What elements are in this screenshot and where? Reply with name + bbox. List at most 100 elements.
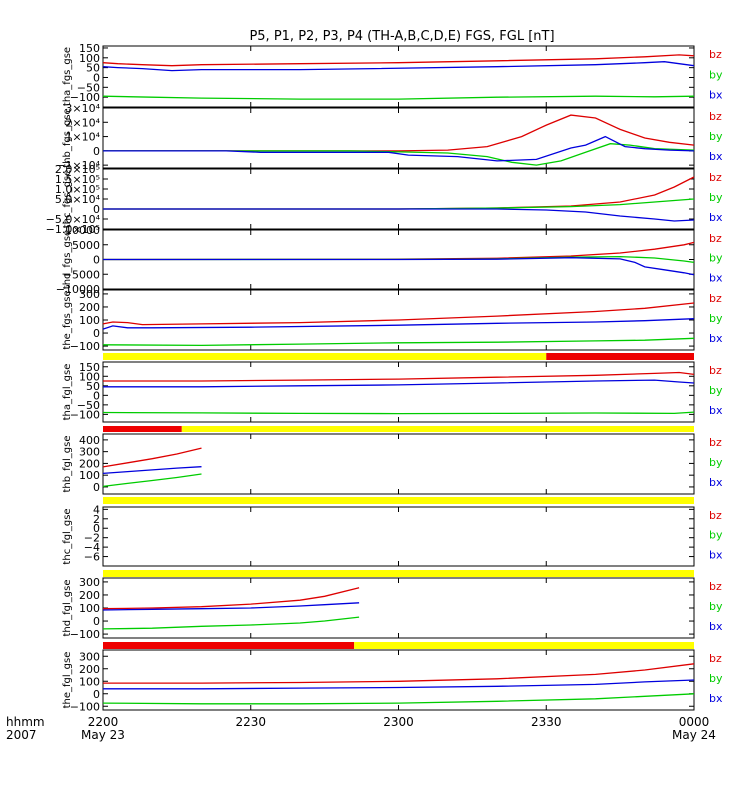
legend-by: by xyxy=(709,456,723,469)
legend-by: by xyxy=(709,384,723,397)
status-bar-bad xyxy=(103,426,182,432)
y-tick-label: 1.5×10⁵ xyxy=(55,173,100,186)
series-bx xyxy=(103,679,695,690)
status-bar-ok xyxy=(181,426,695,432)
y-tick-label: 200 xyxy=(79,663,100,676)
panel-thc_fgl_gse: 420−2−4−6 thc_fgl_gse bz by bx xyxy=(62,503,723,577)
legend-bz: bz xyxy=(709,110,722,123)
series-by xyxy=(103,198,695,210)
series-by xyxy=(102,693,695,705)
legend-bz: bz xyxy=(709,232,722,245)
series-bz xyxy=(103,371,695,382)
y-tick-label: 100 xyxy=(79,469,100,482)
y-tick-label: 5.0×10⁴ xyxy=(55,193,101,206)
status-bar-ok xyxy=(103,497,694,504)
series-by xyxy=(102,473,202,488)
y-tick-label: −100 xyxy=(70,628,100,641)
y-axis-label: thd_fgl_gse xyxy=(62,580,73,637)
series-bz xyxy=(103,176,695,210)
legend-bx: bx xyxy=(709,332,723,345)
x-tick-date: May 24 xyxy=(672,728,716,742)
legend-by: by xyxy=(709,529,723,542)
y-tick-label: 200 xyxy=(79,301,100,314)
y-axis-label: thd_fgs_gse xyxy=(62,230,73,289)
y-tick-label: −5.0×10⁴ xyxy=(46,213,101,226)
legend-bx: bx xyxy=(709,211,723,224)
y-tick-label: 0 xyxy=(93,389,100,402)
series-bx xyxy=(103,135,695,162)
x-tick-label: 2230 xyxy=(235,715,266,729)
status-bar-bad xyxy=(546,353,694,360)
x-tick-label: 2330 xyxy=(531,715,562,729)
legend-bz: bz xyxy=(709,364,722,377)
series-by xyxy=(102,95,695,100)
legend-bz: bz xyxy=(709,580,722,593)
y-tick-label: −5000 xyxy=(63,268,100,281)
status-bar-ok xyxy=(103,353,547,360)
y-tick-label: 0 xyxy=(93,522,100,535)
y-tick-label: 5000 xyxy=(72,239,100,252)
series-bz xyxy=(103,114,695,152)
y-tick-label: 1.0×10⁵ xyxy=(55,183,100,196)
status-bar-ok xyxy=(103,570,694,577)
x-tick-label: 2200 xyxy=(88,715,119,729)
y-tick-label: 0 xyxy=(93,327,100,340)
x-tick-label: 2300 xyxy=(383,715,414,729)
series-bz xyxy=(103,663,695,684)
legend-bx: bx xyxy=(709,150,723,163)
y-tick-label: −100 xyxy=(70,408,100,421)
y-tick-label: 200 xyxy=(79,589,100,602)
legend-by: by xyxy=(709,252,723,265)
y-tick-label: 100 xyxy=(79,52,100,65)
status-bar-ok xyxy=(354,642,694,649)
y-axis-label: thc_fgs_gse xyxy=(62,170,73,229)
y-tick-label: −10000 xyxy=(56,283,100,296)
y-tick-label: 150 xyxy=(79,42,100,55)
y-tick-label: −4 xyxy=(84,541,100,554)
y-tick-label: 300 xyxy=(79,288,100,301)
series-bx xyxy=(103,257,695,276)
series-bx xyxy=(102,318,695,330)
y-tick-label: 300 xyxy=(79,650,100,663)
y-tick-label: −2 xyxy=(84,532,100,545)
panel-frame xyxy=(102,107,695,169)
series-bz xyxy=(102,447,202,468)
y-tick-label: 150 xyxy=(79,361,100,374)
series-bz xyxy=(102,54,695,67)
y-tick-label: 0 xyxy=(93,481,100,494)
panel-frame xyxy=(102,649,695,711)
series-bx xyxy=(102,466,202,475)
panel-frame xyxy=(102,168,695,230)
y-tick-label: 100 xyxy=(79,675,100,688)
series-bz xyxy=(102,302,695,326)
legend-by: by xyxy=(709,672,723,685)
y-tick-label: 100 xyxy=(79,602,100,615)
y-tick-label: 3×10⁴ xyxy=(65,102,100,115)
y-tick-label: 400 xyxy=(79,434,100,447)
legend-bz: bz xyxy=(709,652,722,665)
series-bx xyxy=(103,208,695,222)
y-tick-label: −50 xyxy=(77,81,100,94)
y-tick-label: 2.0×10⁵ xyxy=(55,163,100,176)
y-tick-label: 50 xyxy=(86,62,100,75)
series-bx xyxy=(102,61,695,72)
series-by xyxy=(103,143,695,166)
y-axis-label: tha_fgl_gse xyxy=(62,364,73,421)
y-tick-label: 200 xyxy=(79,457,100,470)
legend-bx: bx xyxy=(709,476,723,489)
legend-by: by xyxy=(709,312,723,325)
y-tick-label: 4 xyxy=(93,503,100,516)
y-tick-label: 0 xyxy=(93,254,100,267)
y-axis-label: the_fgs_gse xyxy=(62,290,73,349)
y-tick-label: −100 xyxy=(70,91,100,104)
